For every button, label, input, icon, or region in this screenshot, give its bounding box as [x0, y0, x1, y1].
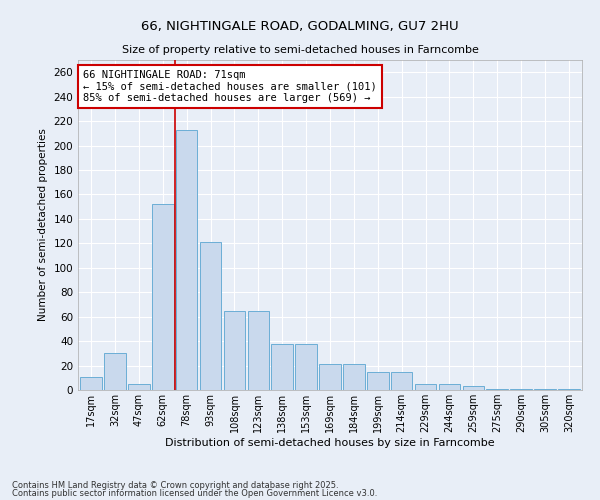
- Bar: [271, 344, 293, 390]
- Text: 66 NIGHTINGALE ROAD: 71sqm
← 15% of semi-detached houses are smaller (101)
85% o: 66 NIGHTINGALE ROAD: 71sqm ← 15% of semi…: [83, 70, 377, 103]
- Bar: [295, 344, 317, 390]
- Bar: [200, 242, 221, 390]
- Bar: [128, 384, 149, 390]
- Bar: [343, 364, 365, 390]
- Bar: [367, 372, 389, 390]
- Text: Size of property relative to semi-detached houses in Farncombe: Size of property relative to semi-detach…: [122, 45, 478, 55]
- Bar: [511, 389, 532, 390]
- Bar: [224, 310, 245, 390]
- Bar: [463, 386, 484, 390]
- Bar: [487, 389, 508, 390]
- Bar: [558, 389, 580, 390]
- Bar: [80, 376, 102, 390]
- Bar: [152, 204, 173, 390]
- Bar: [415, 384, 436, 390]
- Bar: [439, 384, 460, 390]
- Text: Contains public sector information licensed under the Open Government Licence v3: Contains public sector information licen…: [12, 488, 377, 498]
- Text: 66, NIGHTINGALE ROAD, GODALMING, GU7 2HU: 66, NIGHTINGALE ROAD, GODALMING, GU7 2HU: [141, 20, 459, 33]
- Y-axis label: Number of semi-detached properties: Number of semi-detached properties: [38, 128, 48, 322]
- Bar: [534, 389, 556, 390]
- Bar: [248, 310, 269, 390]
- Bar: [319, 364, 341, 390]
- Bar: [104, 354, 126, 390]
- X-axis label: Distribution of semi-detached houses by size in Farncombe: Distribution of semi-detached houses by …: [165, 438, 495, 448]
- Bar: [391, 372, 412, 390]
- Bar: [176, 130, 197, 390]
- Text: Contains HM Land Registry data © Crown copyright and database right 2025.: Contains HM Land Registry data © Crown c…: [12, 481, 338, 490]
